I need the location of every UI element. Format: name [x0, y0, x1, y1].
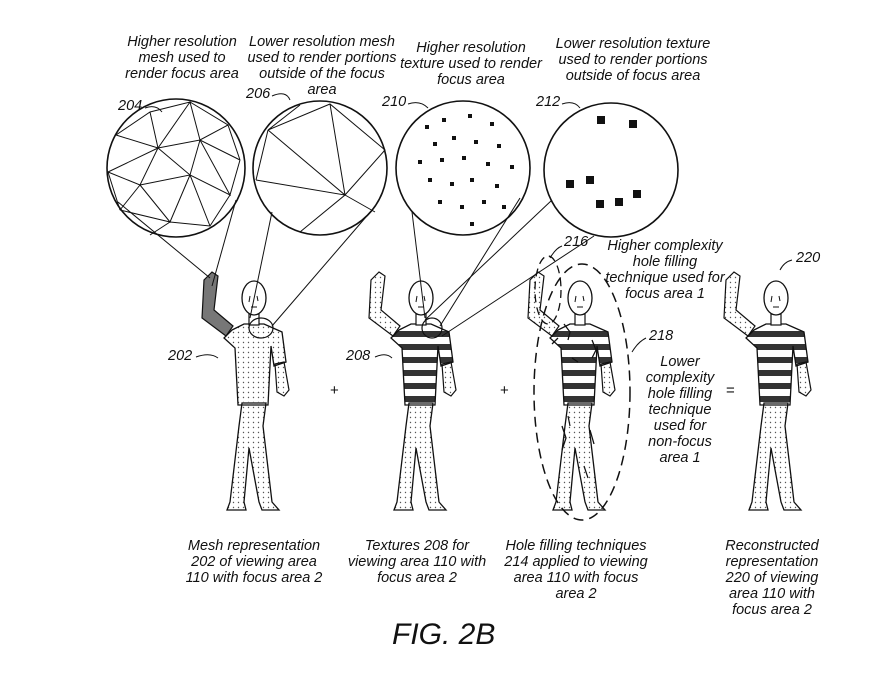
ref-206: 206	[246, 86, 270, 102]
caption-hole-filling: Hole filling techniques 214 applied to v…	[494, 538, 658, 602]
callout-218: Lower complexity hole filling technique …	[638, 354, 722, 466]
caption-reconstructed: Reconstructed representation 220 of view…	[708, 538, 836, 618]
ref-218: 218	[649, 328, 673, 344]
ref-216: 216	[564, 234, 588, 250]
ref-202: 202	[168, 348, 192, 364]
callout-216: Higher complexity hole filling technique…	[598, 238, 732, 302]
ref-208: 208	[346, 348, 370, 364]
ref-204: 204	[118, 98, 142, 114]
ref-212: 212	[536, 94, 560, 110]
figure-textures-208	[369, 272, 456, 510]
callout-210: Higher resolution texture used to render…	[398, 40, 544, 88]
plus-operator-2: +	[500, 382, 509, 399]
callout-204: Higher resolution mesh used to render fo…	[118, 34, 246, 82]
figure-mesh-202	[202, 272, 289, 510]
plus-operator-1: +	[330, 382, 339, 399]
ref-220: 220	[796, 250, 820, 266]
figure-hole-filling-214	[528, 272, 615, 510]
figure-label: FIG. 2B	[392, 618, 495, 652]
ref-210: 210	[382, 94, 406, 110]
callout-212: Lower resolution texture used to render …	[548, 36, 718, 84]
caption-mesh: Mesh representation 202 of viewing area …	[168, 538, 340, 586]
circle-212-low-res-texture	[544, 103, 678, 237]
circle-206-low-res-mesh	[253, 101, 387, 235]
equals-operator: =	[726, 382, 735, 399]
figure-reconstructed-220	[724, 272, 811, 510]
caption-textures: Textures 208 for viewing area 110 with f…	[338, 538, 496, 586]
circle-204-high-res-mesh	[107, 99, 245, 237]
